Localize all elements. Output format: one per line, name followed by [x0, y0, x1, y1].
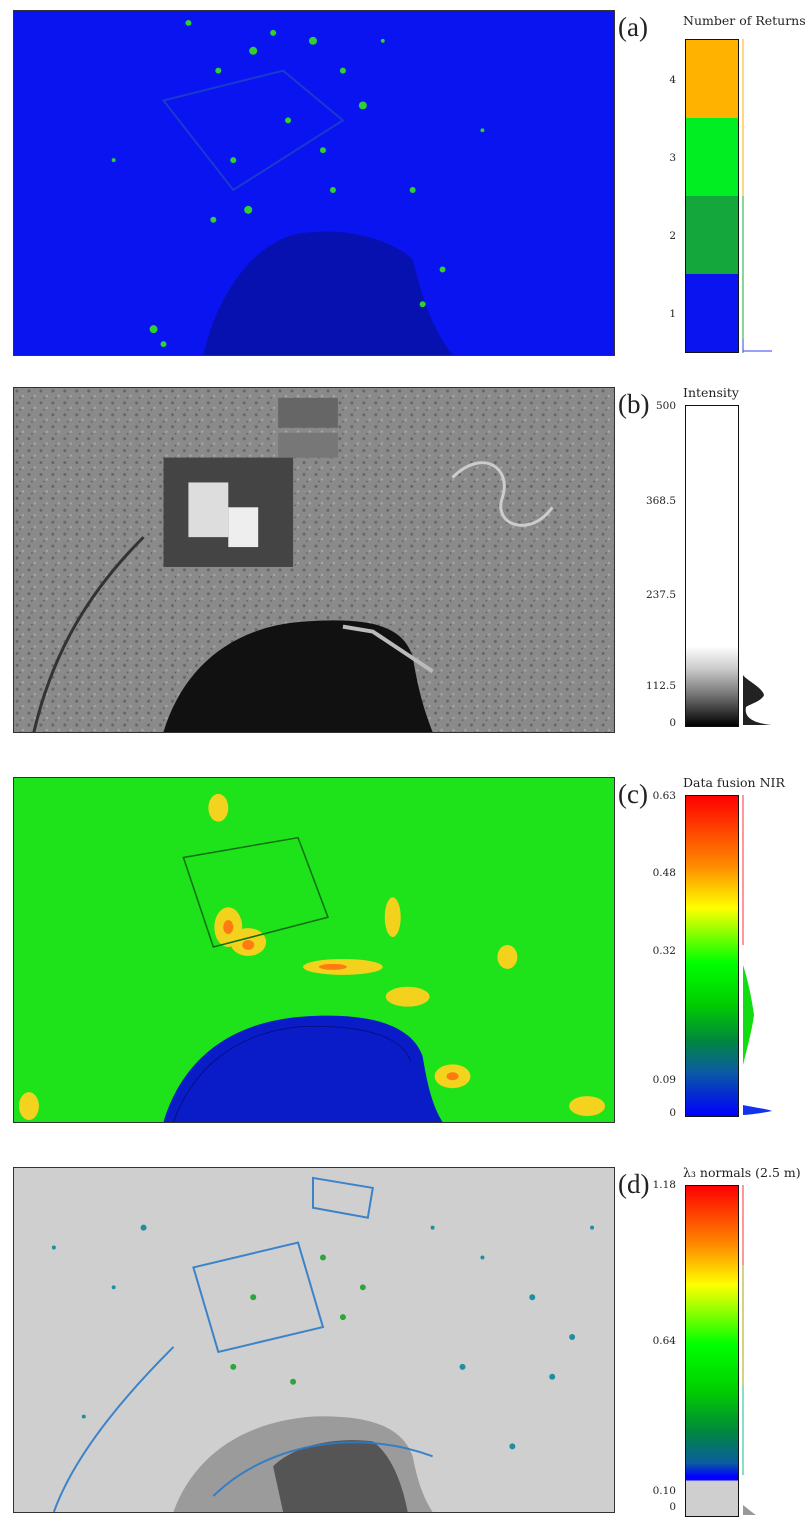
panel-label: (c) [618, 779, 648, 809]
legend-histogram [742, 405, 782, 727]
tick-label: 0 [669, 717, 676, 729]
tick-label: 0.64 [652, 1335, 676, 1347]
tick-label: 112.5 [645, 680, 676, 692]
legend-color-bar [685, 405, 739, 727]
panel-label: (b) [618, 389, 650, 419]
tick-label: 0 [669, 1501, 676, 1513]
legend-title: Number of Returns [683, 13, 806, 28]
tick-label: 237.5 [645, 589, 676, 601]
panel-b: (b) Intensity 500 368.5 237.5 112.5 0 [0, 385, 811, 737]
legend-title: λ₃ normals (2.5 m) [683, 1165, 801, 1180]
panel-c: (c) Data fusion NIR 0.63 0.48 0.32 0.09 … [0, 775, 811, 1127]
legend-histogram [742, 1185, 782, 1517]
legend-title: Intensity [683, 385, 739, 400]
tick-label: 4 [669, 74, 676, 86]
tick-label: 2 [669, 230, 676, 242]
panel-d: (d) λ₃ normals (2.5 m) 1.18 0.64 0.10 0 [0, 1165, 811, 1517]
tick-label: 1 [669, 308, 676, 320]
panel-label: (d) [618, 1169, 650, 1199]
tick-label: 368.5 [645, 495, 676, 507]
number-of-returns-map [13, 10, 615, 356]
tick-label: 1.18 [652, 1179, 676, 1191]
panel-a: (a) Number of Returns 4 3 2 1 [0, 10, 811, 360]
tick-label: 0.09 [652, 1074, 676, 1086]
legend-color-bar [685, 795, 739, 1117]
lambda3-normals-map [13, 1167, 615, 1513]
legend-histogram [742, 39, 782, 353]
tick-label: 0.10 [652, 1485, 676, 1497]
legend-color-bar [685, 39, 739, 353]
legend-title: Data fusion NIR [683, 775, 785, 790]
panel-label: (a) [618, 12, 648, 42]
data-fusion-nir-map [13, 777, 615, 1123]
intensity-map [13, 387, 615, 733]
tick-label: 0 [669, 1107, 676, 1119]
tick-label: 500 [655, 400, 676, 412]
legend-color-bar [685, 1185, 739, 1517]
tick-label: 3 [669, 152, 676, 164]
tick-label: 0.32 [652, 945, 676, 957]
tick-label: 0.48 [652, 867, 676, 879]
legend-histogram [742, 795, 782, 1117]
tick-label: 0.63 [652, 790, 676, 802]
